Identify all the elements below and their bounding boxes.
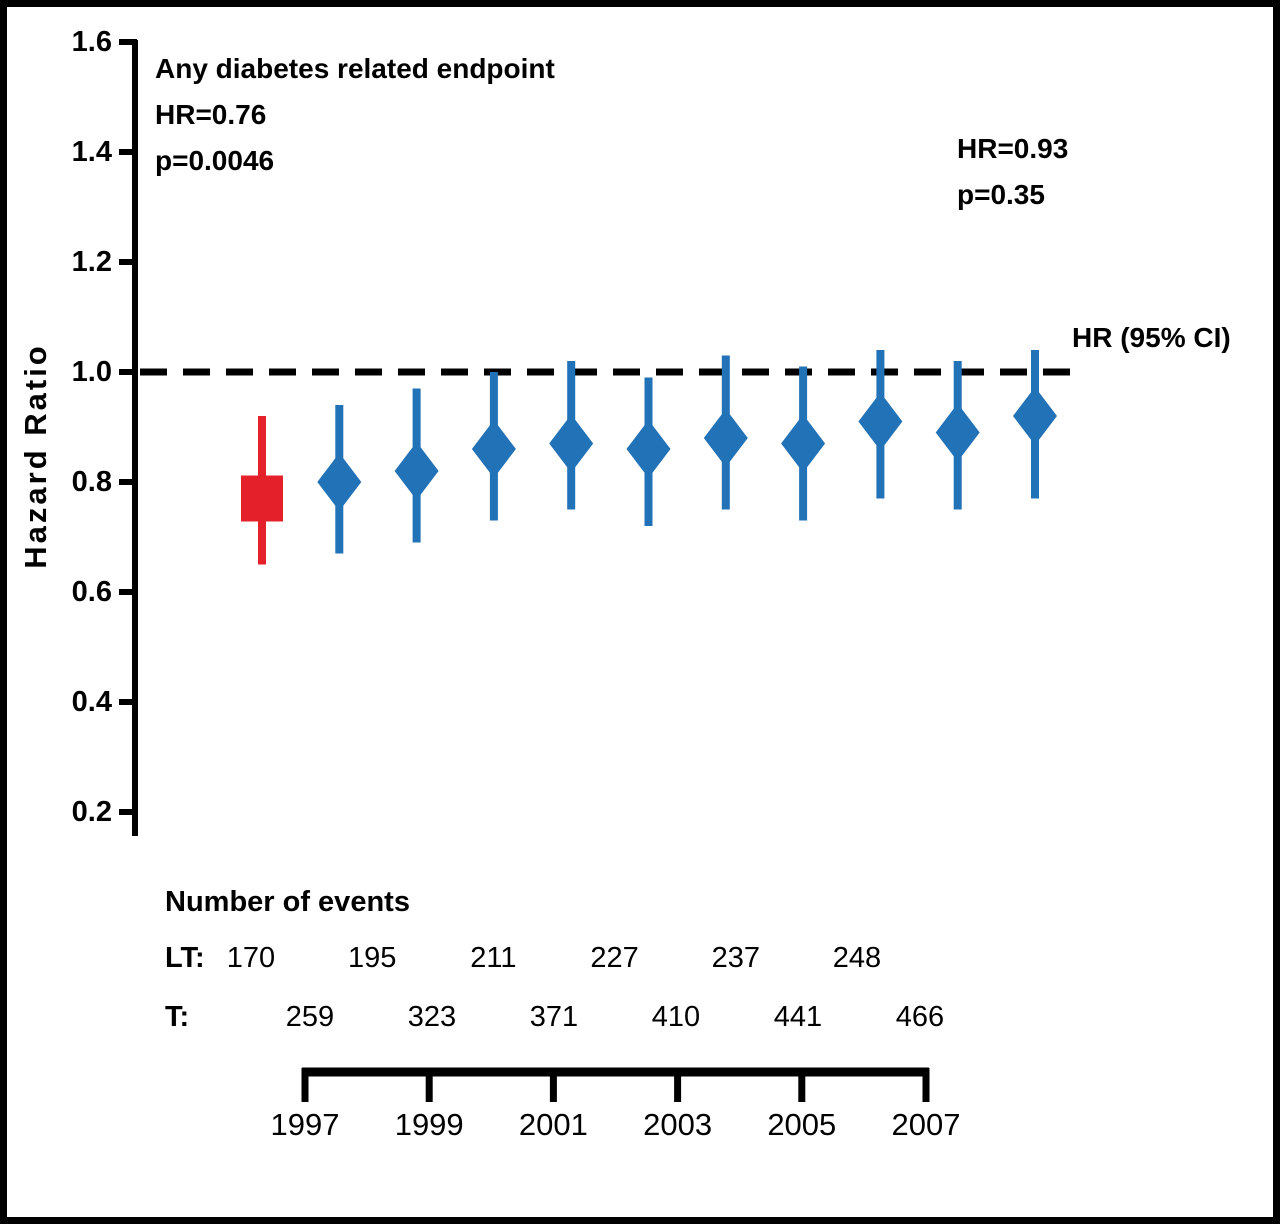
events-lt-value-5: 248 <box>832 942 882 974</box>
x-tick-label-2001: 2001 <box>518 1107 588 1142</box>
events-t-value-3: 410 <box>651 1001 701 1033</box>
x-tick-label-2005: 2005 <box>767 1107 837 1142</box>
y-tick-label-1.6: 1.6 <box>71 26 112 58</box>
events-lt-value-3: 227 <box>590 942 639 974</box>
y-tick-label-1.0: 1.0 <box>71 356 112 388</box>
marker-diamond-2006 <box>935 403 980 462</box>
marker-diamond-2005 <box>858 392 903 451</box>
x-tick-label-2003: 2003 <box>643 1107 713 1142</box>
marker-diamond-1999 <box>394 442 439 500</box>
marker-diamond-2004 <box>781 414 826 473</box>
events-t-value-5: 466 <box>895 1001 945 1033</box>
events-t-value-0: 259 <box>285 1001 335 1033</box>
events-lt-value-4: 237 <box>711 942 760 974</box>
reference-line-label: HR (95% CI) <box>1072 322 1231 353</box>
events-t-value-1: 323 <box>407 1001 457 1033</box>
x-tick-label-1999: 1999 <box>394 1107 464 1142</box>
y-tick-label-0.6: 0.6 <box>71 576 112 608</box>
events-lt-value-0: 170 <box>226 942 276 974</box>
annotation-endpoint-title: Any diabetes related endpoint <box>155 53 555 84</box>
x-tick-label-2007: 2007 <box>891 1107 961 1142</box>
events-row-label-lt: LT: <box>165 942 205 974</box>
annotation-final-p: p=0.35 <box>957 179 1045 210</box>
events-t-value-2: 371 <box>529 1001 579 1033</box>
annotation-endpoint-block: Any diabetes related endpoint HR=0.76 p=… <box>155 46 555 184</box>
marker-diamond-2002 <box>626 420 671 478</box>
x-tick-label-1997: 1997 <box>270 1107 340 1142</box>
annotation-final-block: HR=0.93 p=0.35 <box>957 126 1068 218</box>
marker-diamond-1998 <box>317 453 362 511</box>
marker-diamond-2000 <box>471 420 516 478</box>
y-tick-label-0.4: 0.4 <box>71 686 112 718</box>
marker-diamond-2007 <box>1013 387 1057 445</box>
y-tick-label-0.2: 0.2 <box>71 796 112 828</box>
events-lt-value-2: 211 <box>470 942 517 974</box>
marker-diamond-2003 <box>703 409 748 467</box>
y-tick-label-1.2: 1.2 <box>71 246 112 278</box>
marker-diamond-2001 <box>549 414 594 473</box>
annotation-final-hr: HR=0.93 <box>957 133 1069 164</box>
events-lt-value-1: 195 <box>347 942 397 974</box>
y-tick-label-1.4: 1.4 <box>71 136 112 168</box>
annotation-endpoint-p: p=0.0046 <box>155 145 275 176</box>
annotation-endpoint-hr: HR=0.76 <box>155 99 267 130</box>
events-table-title: Number of events <box>165 886 410 918</box>
y-tick-label-0.8: 0.8 <box>71 466 112 498</box>
marker-square-1997 <box>241 475 283 522</box>
events-t-value-4: 441 <box>773 1001 823 1033</box>
events-row-label-t: T: <box>165 1001 190 1033</box>
